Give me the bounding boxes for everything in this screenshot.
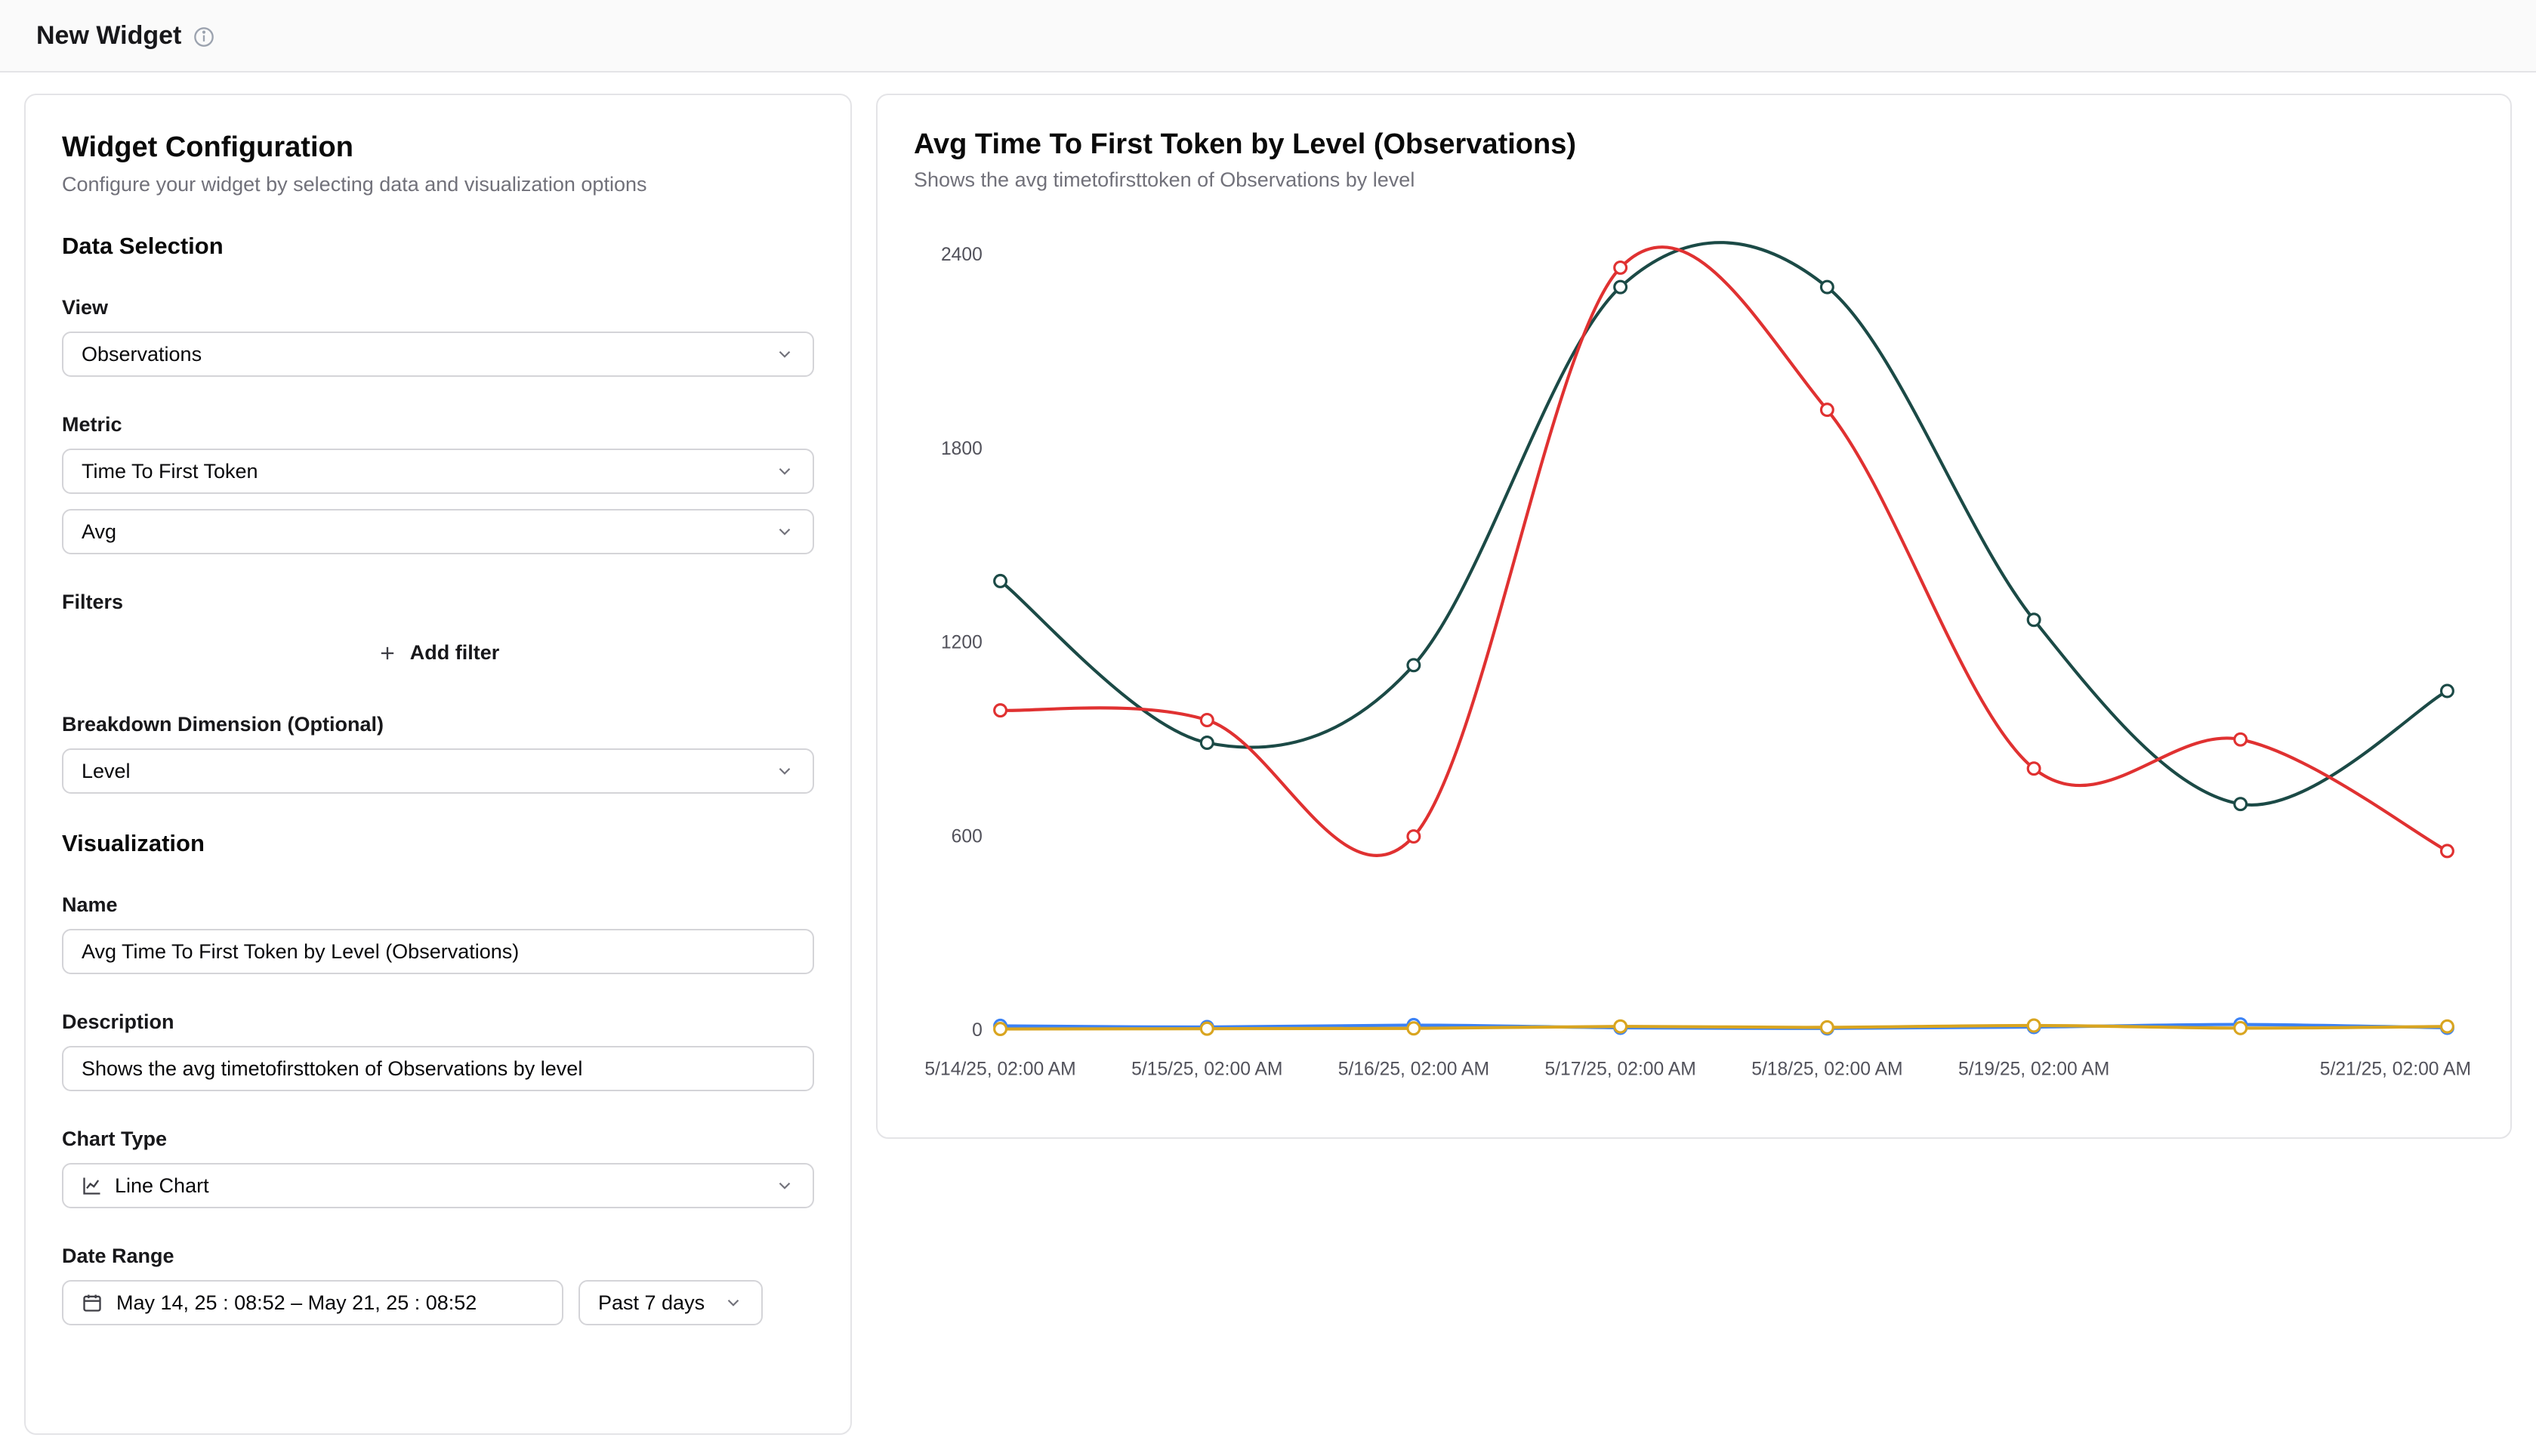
breakdown-select-value: Level [82,759,131,782]
svg-text:5/19/25, 02:00 AM: 5/19/25, 02:00 AM [1958,1060,2109,1080]
line-chart: 0 600 1200 1800 2400 5/14/25, 02:00 AM 5/15/25… [924,241,2471,1080]
widget-preview-panel: Avg Time To First Token by Level (Observ… [876,94,2512,1139]
date-range-row: May 14, 25 : 08:52 – May 21, 25 : 08:52 … [62,1280,814,1325]
svg-text:5/17/25, 02:00 AM: 5/17/25, 02:00 AM [1544,1060,1695,1080]
svg-text:5/18/25, 02:00 AM: 5/18/25, 02:00 AM [1751,1060,1902,1080]
calendar-icon [82,1292,103,1313]
description-input[interactable] [62,1046,814,1091]
add-filter-label: Add filter [409,641,500,664]
chevron-down-icon [775,461,794,481]
widget-configuration-panel: Widget Configuration Configure your widg… [24,94,852,1435]
chart-type-select[interactable]: Line Chart [62,1163,814,1208]
aggregation-select-value: Avg [82,520,117,543]
chart-type-select-value: Line Chart [115,1174,209,1197]
svg-text:5/14/25, 02:00 AM: 5/14/25, 02:00 AM [924,1060,1075,1080]
chevron-down-icon [775,522,794,541]
breakdown-label: Breakdown Dimension (Optional) [62,713,384,736]
metric-select-value: Time To First Token [82,459,258,483]
svg-text:2400: 2400 [941,245,983,265]
date-range-value: May 14, 25 : 08:52 – May 21, 25 : 08:52 [116,1291,477,1314]
svg-text:1800: 1800 [941,439,983,459]
svg-text:600: 600 [952,826,983,847]
aggregation-select[interactable]: Avg [62,509,814,554]
section-visualization: Visualization [62,830,205,856]
section-data-selection: Data Selection [62,233,224,259]
metric-select[interactable]: Time To First Token [62,449,814,494]
date-preset-value: Past 7 days [598,1291,705,1314]
config-subtitle: Configure your widget by selecting data … [62,173,647,196]
date-range-label: Date Range [62,1245,174,1267]
main-content: Widget Configuration Configure your widg… [0,72,2536,1456]
chevron-down-icon [775,344,794,364]
view-select-value: Observations [82,342,202,366]
svg-text:5/16/25, 02:00 AM: 5/16/25, 02:00 AM [1338,1060,1489,1080]
date-range-button[interactable]: May 14, 25 : 08:52 – May 21, 25 : 08:52 [62,1280,563,1325]
page-header: New Widget [0,0,2536,72]
svg-text:0: 0 [972,1020,983,1041]
info-icon[interactable] [193,26,214,48]
svg-text:1200: 1200 [941,633,983,653]
name-label: Name [62,893,118,916]
description-label: Description [62,1010,174,1033]
add-filter-button[interactable]: Add filter [356,629,521,677]
chart-container: 0 600 1200 1800 2400 5/14/25, 02:00 AM 5/15/25… [914,210,2474,1102]
breakdown-select[interactable]: Level [62,748,814,794]
svg-text:5/21/25, 02:00 AM: 5/21/25, 02:00 AM [2320,1060,2471,1080]
line-chart-icon [82,1175,103,1196]
add-filter-row: Add filter [62,629,814,677]
chart-type-label: Chart Type [62,1127,168,1150]
preview-title: Avg Time To First Token by Level (Observ… [914,128,1577,160]
filters-label: Filters [62,591,124,613]
date-preset-select[interactable]: Past 7 days [578,1280,763,1325]
view-label: View [62,296,109,319]
plus-icon [377,643,398,664]
chevron-down-icon [775,761,794,781]
preview-subtitle: Shows the avg timetofirsttoken of Observ… [914,168,1415,191]
view-select[interactable]: Observations [62,332,814,377]
metric-label: Metric [62,413,122,436]
svg-text:5/15/25, 02:00 AM: 5/15/25, 02:00 AM [1131,1060,1282,1080]
chevron-down-icon [775,1176,794,1195]
name-input[interactable] [62,929,814,974]
config-title: Widget Configuration [62,131,353,163]
chevron-down-icon [723,1293,743,1313]
page-title: New Widget [36,20,182,50]
